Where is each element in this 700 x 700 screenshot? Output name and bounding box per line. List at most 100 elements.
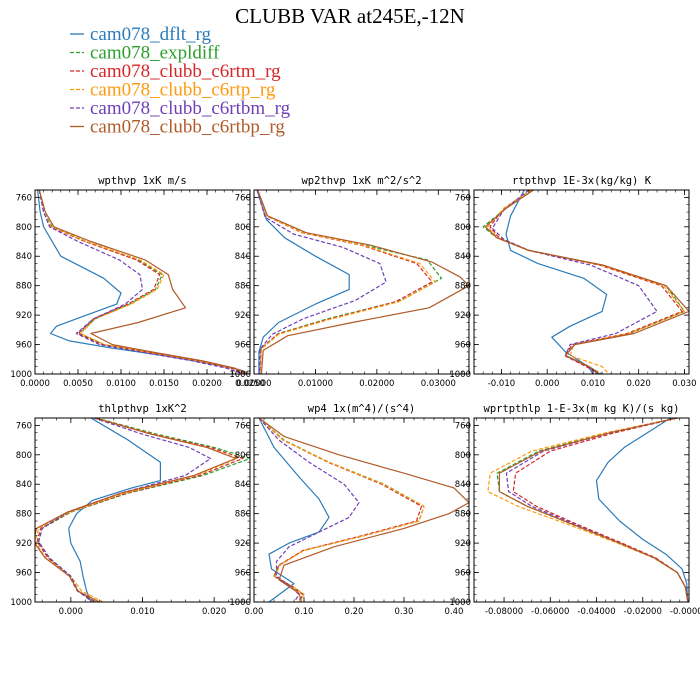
y-tick-label: 760: [455, 193, 471, 203]
y-tick-label: 1000: [229, 370, 251, 380]
series-line-cam078_expldiff: [258, 418, 425, 602]
series-line-cam078_clubb_c6rtbp_rg: [35, 418, 237, 602]
y-tick-label: 840: [16, 480, 32, 490]
legend-label-3: cam078_clubb_c6rtp_rg: [90, 80, 276, 101]
x-tick-label: 0.40: [445, 607, 464, 617]
x-tick-label: 0.000: [59, 607, 83, 617]
x-tick-label: 0.000: [535, 379, 559, 389]
series-line-cam078_clubb_c6rtm_rg: [38, 190, 247, 374]
panel-1: wp2thvp 1xK m^2/s^2 760 800 840 880 920 960 100…: [229, 175, 470, 389]
x-tick-label: 0.0050: [63, 379, 93, 389]
main-title: CLUBB VAR at245E,-12N: [235, 4, 465, 28]
series-line-cam078_clubb_c6rtbp_rg: [38, 190, 249, 374]
x-tick-label: 0.020: [202, 607, 226, 617]
plot-frame: [34, 189, 251, 375]
y-tick-label: 800: [455, 223, 471, 233]
plot-frame: [473, 417, 690, 603]
series-line-cam078_clubb_c6rtbm_rg: [38, 190, 245, 374]
x-tick-label: 0.10: [295, 607, 314, 617]
series-line-cam078_clubb_c6rtp_rg: [38, 190, 250, 374]
series-group: [256, 190, 469, 374]
y-tick-label: 960: [455, 569, 471, 579]
series-line-cam078_clubb_c6rtbm_rg: [505, 418, 689, 602]
series-line-cam078_expldiff: [38, 190, 249, 374]
x-tick-label: 0.030: [672, 379, 696, 389]
panel-title: wpthvp 1xK m/s: [98, 175, 187, 187]
x-tick-label: -0.02000: [624, 607, 662, 617]
x-tick-label: -0.010: [488, 379, 515, 389]
x-tick-label: 0.0100: [106, 379, 136, 389]
y-tick-label: 1000: [449, 598, 471, 608]
y-tick-label: 920: [235, 539, 251, 549]
x-tick-label: -0.08000: [485, 607, 523, 617]
panel-5: wprtpthlp 1-E-3x(m kg K)/(s kg) 760 800 840…: [449, 403, 700, 617]
series-line-cam078_expldiff: [496, 418, 689, 602]
y-tick-label: 800: [16, 451, 32, 461]
y-tick-label: 960: [16, 569, 32, 579]
y-tick-label: 880: [455, 282, 471, 292]
series-group: [37, 190, 250, 374]
y-tick-label: 760: [455, 421, 471, 431]
x-tick-label: 0.01000: [298, 379, 333, 389]
legend-label-0: cam078_dflt_rg: [90, 24, 212, 45]
y-tick-label: 800: [16, 223, 32, 233]
series-line-cam078_dflt_rg: [68, 418, 161, 602]
series-line-cam078_clubb_c6rtp_rg: [258, 418, 425, 602]
panel-2: rtpthvp 1E-3x(kg/kg) K 760 800 840 880 920 960…: [449, 175, 696, 389]
panel-4: wp4 1x(m^4)/(s^4)76080084088092096010000…: [229, 403, 470, 617]
y-tick-label: 840: [16, 252, 32, 262]
series-line-cam078_dflt_rg: [256, 190, 350, 374]
y-tick-label: 880: [16, 282, 32, 292]
series-line-cam078_clubb_c6rtbm_rg: [256, 190, 387, 374]
legend-label-5: cam078_clubb_c6rtbp_rg: [90, 117, 285, 138]
x-tick-label: 0.0200: [192, 379, 222, 389]
x-tick-label: 0.30: [395, 607, 414, 617]
x-tick-label: 0.00000: [236, 379, 271, 389]
series-line-cam078_expldiff: [37, 418, 250, 602]
series-line-cam078_clubb_c6rtm_rg: [256, 190, 433, 374]
y-tick-label: 920: [16, 539, 32, 549]
series-line-cam078_clubb_c6rtbm_rg: [491, 190, 658, 374]
series-line-cam078_clubb_c6rtm_rg: [258, 418, 423, 602]
x-tick-label: 0.0150: [149, 379, 179, 389]
x-tick-label: 0.20: [345, 607, 364, 617]
x-tick-label: 0.0250: [235, 379, 265, 389]
y-tick-label: 960: [235, 341, 251, 351]
y-tick-label: 800: [455, 451, 471, 461]
x-tick-label: 0.020: [627, 379, 651, 389]
panel-title: rtpthvp 1E-3x(kg/kg) K: [512, 175, 652, 187]
series-line-cam078_clubb_c6rtm_rg: [512, 418, 689, 602]
y-tick-label: 840: [455, 252, 471, 262]
y-tick-label: 1000: [10, 370, 32, 380]
panel-title: wp4 1x(m^4)/(s^4): [308, 403, 415, 415]
y-tick-label: 840: [235, 480, 251, 490]
series-line-cam078_dflt_rg: [37, 190, 250, 374]
y-tick-label: 760: [235, 193, 251, 203]
panel-title: wp2thvp 1xK m^2/s^2: [301, 175, 421, 187]
series-group: [482, 190, 689, 374]
legend-label-2: cam078_clubb_c6rtm_rg: [90, 61, 281, 82]
y-tick-label: 920: [455, 311, 471, 321]
y-tick-label: 920: [235, 311, 251, 321]
y-tick-label: 800: [235, 451, 251, 461]
y-tick-label: 1000: [449, 370, 471, 380]
series-group: [487, 418, 689, 602]
y-tick-label: 920: [16, 311, 32, 321]
y-tick-label: 960: [235, 569, 251, 579]
panels: wpthvp 1xK m/s76080084088092096010000.00…: [10, 175, 700, 617]
y-tick-label: 960: [455, 341, 471, 351]
series-group: [35, 418, 250, 602]
series-line-cam078_clubb_c6rtbp_rg: [257, 190, 469, 374]
legend: cam078_dflt_rgcam078_expldiffcam078_club…: [70, 24, 291, 138]
plot-frame: [253, 189, 470, 375]
x-tick-label: 0.00: [245, 607, 264, 617]
y-tick-label: 800: [235, 223, 251, 233]
y-tick-label: 760: [16, 193, 32, 203]
panel-title: wprtpthlp 1-E-3x(m kg K)/(s kg): [484, 403, 680, 415]
series-line-cam078_clubb_c6rtbp_rg: [484, 190, 689, 374]
x-tick-label: 0.010: [581, 379, 605, 389]
plot-frame: [473, 189, 690, 375]
x-tick-label: -0.00000: [670, 607, 700, 617]
series-group: [258, 418, 469, 602]
